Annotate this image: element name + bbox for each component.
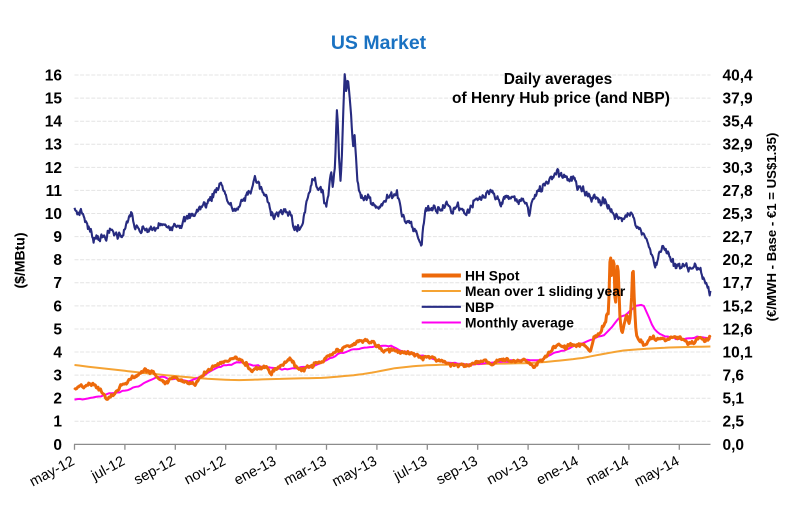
svg-text:($/MBtu): ($/MBtu) [12,233,28,289]
svg-text:Monthly average: Monthly average [465,316,574,331]
svg-text:1: 1 [53,414,62,431]
svg-text:14: 14 [45,114,63,131]
svg-text:12: 12 [45,160,62,177]
svg-text:5,1: 5,1 [723,391,745,408]
svg-text:27,8: 27,8 [723,183,754,200]
svg-text:37,9: 37,9 [723,91,754,108]
svg-text:22,7: 22,7 [723,229,753,246]
svg-text:HH Spot: HH Spot [465,269,520,284]
svg-text:6: 6 [53,298,62,315]
svg-text:13: 13 [45,137,63,154]
svg-text:10,1: 10,1 [723,344,754,361]
svg-text:2: 2 [53,391,62,408]
svg-text:Daily averages: Daily averages [504,71,613,88]
svg-text:9: 9 [53,229,62,246]
svg-text:15: 15 [45,91,63,108]
svg-text:10: 10 [45,206,62,223]
svg-text:8: 8 [53,252,62,269]
svg-text:32,9: 32,9 [723,137,754,154]
svg-text:7,6: 7,6 [723,368,745,385]
svg-text:15,2: 15,2 [723,298,753,315]
svg-text:17,7: 17,7 [723,275,753,292]
svg-text:NBP: NBP [465,300,494,315]
svg-text:20,2: 20,2 [723,252,753,269]
svg-text:0,0: 0,0 [723,437,745,454]
svg-text:25,3: 25,3 [723,206,754,223]
svg-text:US Market: US Market [331,32,427,54]
svg-text:Mean over 1 sliding year: Mean over 1 sliding year [465,284,626,299]
svg-text:4: 4 [53,344,62,361]
svg-text:of Henry Hub price (and NBP): of Henry Hub price (and NBP) [452,90,670,107]
svg-text:16: 16 [45,67,63,84]
svg-text:(€/MWH - Base - €1 = US$1.35): (€/MWH - Base - €1 = US$1.35) [764,133,779,322]
svg-text:2,5: 2,5 [723,414,745,431]
svg-text:0: 0 [53,437,62,454]
svg-text:30,3: 30,3 [723,160,754,177]
svg-text:5: 5 [53,321,62,338]
svg-text:35,4: 35,4 [723,114,754,131]
svg-text:7: 7 [53,275,62,292]
svg-text:40,4: 40,4 [723,67,754,84]
svg-text:11: 11 [46,183,63,200]
svg-text:3: 3 [53,368,62,385]
svg-text:12,6: 12,6 [723,321,754,338]
